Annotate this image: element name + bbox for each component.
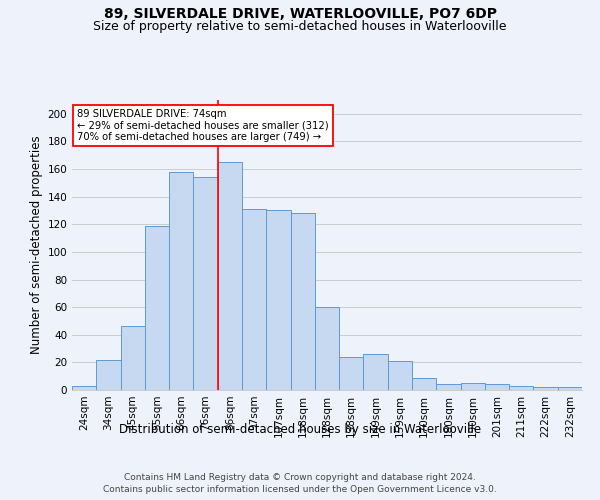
Bar <box>145 226 169 390</box>
Bar <box>121 326 145 390</box>
Bar <box>290 213 315 390</box>
Bar <box>218 162 242 390</box>
Text: Distribution of semi-detached houses by size in Waterlooville: Distribution of semi-detached houses by … <box>119 422 481 436</box>
Text: Contains HM Land Registry data © Crown copyright and database right 2024.
Contai: Contains HM Land Registry data © Crown c… <box>103 472 497 494</box>
Bar <box>169 172 193 390</box>
Bar <box>266 210 290 390</box>
Text: Size of property relative to semi-detached houses in Waterlooville: Size of property relative to semi-detach… <box>93 20 507 33</box>
Bar <box>193 178 218 390</box>
Bar <box>388 361 412 390</box>
Bar <box>485 384 509 390</box>
Text: 89 SILVERDALE DRIVE: 74sqm
← 29% of semi-detached houses are smaller (312)
70% o: 89 SILVERDALE DRIVE: 74sqm ← 29% of semi… <box>77 108 329 142</box>
Bar <box>461 383 485 390</box>
Bar <box>412 378 436 390</box>
Bar <box>436 384 461 390</box>
Bar <box>509 386 533 390</box>
Y-axis label: Number of semi-detached properties: Number of semi-detached properties <box>30 136 43 354</box>
Bar <box>96 360 121 390</box>
Bar <box>315 307 339 390</box>
Bar <box>339 357 364 390</box>
Text: 89, SILVERDALE DRIVE, WATERLOOVILLE, PO7 6DP: 89, SILVERDALE DRIVE, WATERLOOVILLE, PO7… <box>104 8 497 22</box>
Bar <box>558 387 582 390</box>
Bar <box>533 387 558 390</box>
Bar <box>72 386 96 390</box>
Bar <box>242 209 266 390</box>
Bar <box>364 354 388 390</box>
